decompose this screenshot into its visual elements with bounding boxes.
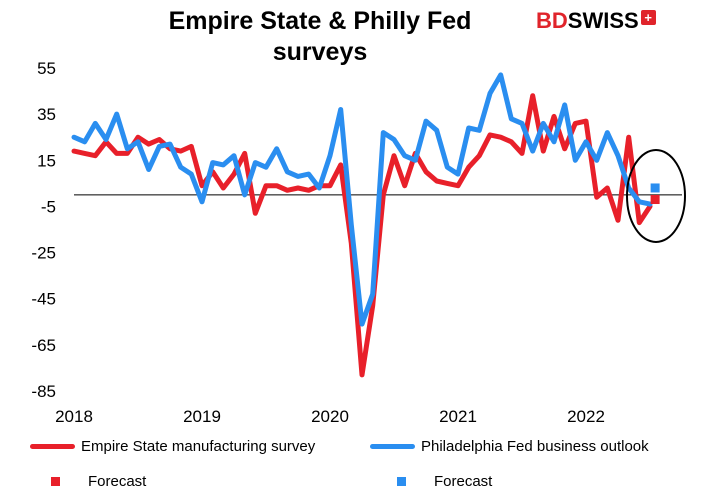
bdswiss-logo: BD SWISS +: [536, 8, 656, 34]
x-tick-label: 2021: [439, 407, 477, 426]
forecast-highlight-circle: [626, 149, 686, 243]
logo-plus-icon: +: [640, 9, 656, 25]
y-tick-label: 35: [37, 105, 56, 124]
y-tick-label: -25: [31, 244, 56, 263]
logo-part-bd: BD: [536, 8, 568, 33]
legend-swatch-philadelphia-fed: [370, 444, 415, 449]
chart-title: Empire State & Philly Fed surveys: [168, 7, 472, 66]
y-tick-label: -65: [31, 336, 56, 355]
y-axis: 55 35 15 -5 -25 -45 -65 -85: [31, 59, 56, 401]
legend-label-philadelphia-fed: Philadelphia Fed business outlook: [421, 438, 649, 455]
legend-swatch-forecast-blue: [397, 477, 406, 486]
legend-item-empire-state: Empire State manufacturing survey: [30, 438, 315, 455]
forecast-marker-philadelphia-fed: [650, 183, 660, 193]
x-axis: 2018 2019 2020 2021 2022: [55, 407, 605, 426]
y-tick-label: -5: [41, 197, 56, 216]
y-tick-label: 15: [37, 151, 56, 170]
y-tick-label: -45: [31, 290, 56, 309]
legend-label-forecast-blue: Forecast: [434, 473, 493, 490]
logo-part-swiss: SWISS: [567, 8, 639, 33]
legend-swatch-forecast-red: [51, 477, 60, 486]
x-tick-label: 2022: [567, 407, 605, 426]
y-tick-label: 55: [37, 59, 56, 78]
legend-label-forecast-red: Forecast: [88, 473, 147, 490]
series-line-philadelphia-fed: [71, 72, 653, 327]
legend-item-forecast-blue: Forecast: [376, 473, 492, 490]
forecast-marker-empire-state: [650, 195, 660, 205]
x-tick-label: 2019: [183, 407, 221, 426]
legend-swatch-empire-state: [30, 444, 75, 449]
legend-item-forecast-red: Forecast: [30, 473, 146, 490]
y-tick-label: -85: [31, 382, 56, 401]
series-line-empire-state: [71, 93, 653, 378]
x-tick-label: 2018: [55, 407, 93, 426]
legend-label-empire-state: Empire State manufacturing survey: [81, 438, 316, 455]
legend-item-philadelphia-fed: Philadelphia Fed business outlook: [370, 438, 649, 455]
x-tick-label: 2020: [311, 407, 349, 426]
